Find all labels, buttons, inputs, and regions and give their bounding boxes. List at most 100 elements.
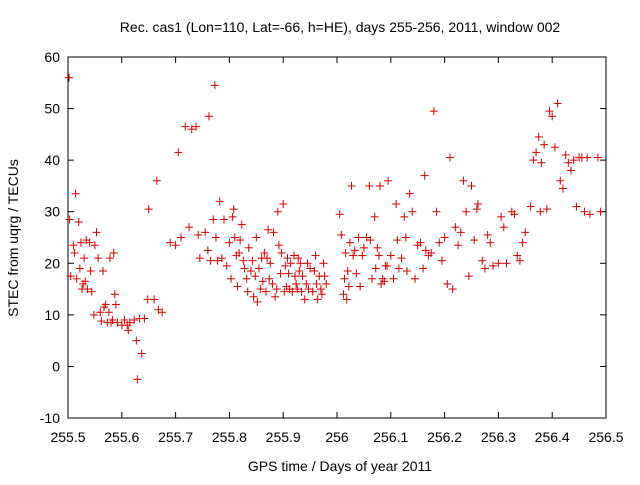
data-point (550, 143, 559, 152)
data-point (240, 264, 249, 273)
data-point (383, 261, 392, 270)
x-tick-label: 256.1 (373, 429, 408, 445)
data-point (596, 207, 605, 216)
data-point (472, 205, 481, 214)
data-point (454, 241, 463, 250)
data-point (394, 264, 403, 273)
data-point (480, 264, 489, 273)
data-point (367, 274, 376, 283)
data-point (402, 267, 411, 276)
data-point (108, 316, 117, 325)
data-point (111, 300, 120, 309)
data-point (366, 236, 375, 245)
data-point (273, 207, 282, 216)
data-point (489, 261, 498, 270)
data-point (277, 248, 286, 257)
data-point (271, 292, 280, 301)
data-point (569, 156, 578, 165)
data-point (222, 261, 231, 270)
data-point (513, 251, 522, 260)
data-point (76, 238, 85, 247)
data-point (181, 122, 190, 131)
data-point (272, 285, 281, 294)
data-point (400, 212, 409, 221)
data-point (306, 264, 315, 273)
data-point (243, 287, 252, 296)
data-point (401, 233, 410, 242)
x-tick-label: 255.8 (212, 429, 247, 445)
data-point (215, 197, 224, 206)
data-point (420, 171, 429, 180)
y-tick-label: 60 (44, 49, 60, 65)
data-point (105, 254, 114, 263)
data-point (370, 212, 379, 221)
data-point (85, 238, 94, 247)
data-point (345, 238, 354, 247)
data-point (125, 318, 134, 327)
data-point (195, 254, 204, 263)
data-point (558, 184, 567, 193)
x-tick-label: 255.6 (104, 429, 139, 445)
data-point (69, 241, 78, 250)
data-point (288, 287, 297, 296)
data-point (494, 259, 503, 268)
data-point (419, 264, 428, 273)
data-point (297, 287, 306, 296)
data-point (284, 269, 293, 278)
data-point (281, 261, 290, 270)
data-point (227, 274, 236, 283)
y-tick-label: 0 (52, 358, 60, 374)
data-point (276, 269, 285, 278)
data-point (264, 225, 273, 234)
data-point (274, 241, 283, 250)
y-tick-label: -10 (40, 410, 60, 426)
data-point (209, 215, 218, 224)
data-point (384, 176, 393, 185)
data-point (380, 277, 389, 286)
data-point (335, 210, 344, 219)
data-point (258, 277, 267, 286)
data-point (65, 73, 74, 82)
data-point (343, 267, 352, 276)
data-point (248, 256, 257, 265)
data-point (66, 272, 75, 281)
data-point (261, 287, 270, 296)
data-point (308, 287, 317, 296)
data-point (467, 181, 476, 190)
data-point (347, 181, 356, 190)
data-point (110, 290, 119, 299)
data-point (83, 285, 92, 294)
data-point (220, 215, 229, 224)
data-point (499, 223, 508, 232)
data-point (268, 279, 277, 288)
data-point (235, 248, 244, 257)
data-point (249, 292, 258, 301)
data-point (140, 314, 149, 323)
data-point (443, 279, 452, 288)
data-point (373, 243, 382, 252)
data-point (593, 153, 602, 162)
data-point (532, 148, 541, 157)
x-tick-label: 256.5 (588, 429, 623, 445)
x-tick-label: 255.9 (266, 429, 301, 445)
data-point (252, 233, 261, 242)
data-point (310, 267, 319, 276)
data-point (124, 326, 133, 335)
data-point (408, 207, 417, 216)
data-point (211, 233, 220, 242)
data-point (486, 238, 495, 247)
x-tick-label: 256.3 (481, 429, 516, 445)
data-point (354, 233, 363, 242)
data-point (561, 150, 570, 159)
data-point (113, 318, 122, 327)
data-point (253, 297, 262, 306)
data-point (483, 230, 492, 239)
data-point (416, 238, 425, 247)
data-point (97, 317, 106, 326)
data-point (302, 279, 311, 288)
data-point (280, 287, 289, 296)
data-point (266, 259, 275, 268)
data-point (225, 238, 234, 247)
data-point (386, 251, 395, 260)
